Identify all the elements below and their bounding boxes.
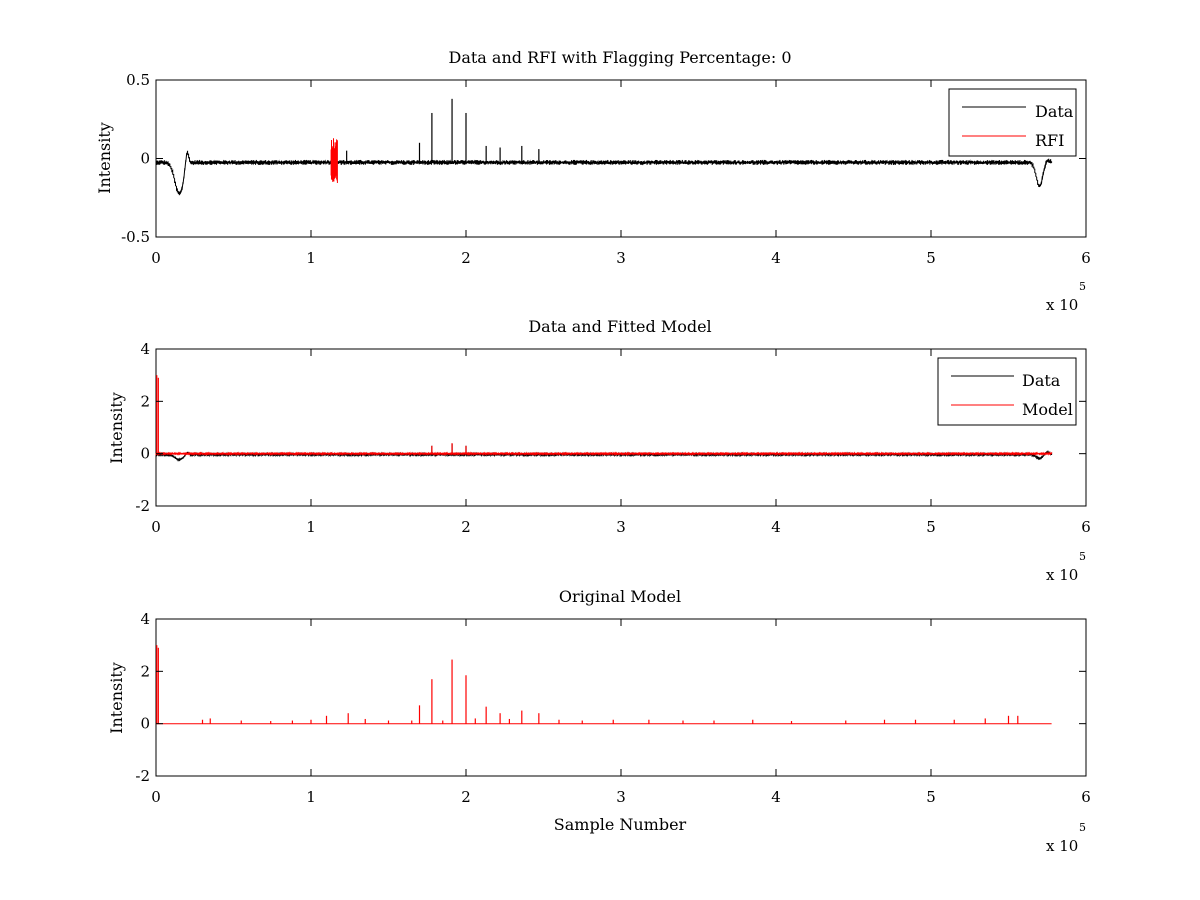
- x-tick-label: 3: [616, 788, 626, 806]
- x-tick-label: 4: [771, 249, 781, 267]
- y-axis-label: Intensity: [107, 392, 126, 464]
- x-tick-label: 3: [616, 249, 626, 267]
- x-tick-label: 0: [151, 249, 161, 267]
- x-exponent: 5: [1079, 821, 1086, 834]
- series-layer: [155, 98, 1053, 196]
- x-multiplier: x 10: [1046, 296, 1078, 314]
- x-tick-label: 6: [1081, 518, 1091, 536]
- panel-data-and-rfi: Data and RFI with Flagging Percentage: 0…: [95, 48, 1091, 314]
- y-tick-label: 0: [140, 715, 150, 733]
- y-tick-label: 2: [140, 662, 150, 680]
- x-tick-label: 6: [1081, 788, 1091, 806]
- legend-box: [948, 88, 1077, 157]
- y-tick-label: 0: [140, 150, 150, 168]
- legend: Data Model: [937, 357, 1077, 426]
- y-tick-label: 4: [140, 610, 150, 628]
- x-exponent: 5: [1079, 280, 1086, 293]
- ticks-layer: 0 1 2 3 4 5 60.50-0.5: [121, 71, 1091, 267]
- chart-title: Data and Fitted Model: [528, 317, 711, 336]
- y-axis-label: Intensity: [107, 662, 126, 734]
- legend-label-rfi: RFI: [1035, 131, 1064, 150]
- y-tick-label: -0.5: [121, 228, 150, 246]
- chart-title: Data and RFI with Flagging Percentage: 0: [448, 48, 791, 67]
- series-layer: [156, 645, 1052, 725]
- x-tick-label: 3: [616, 518, 626, 536]
- x-tick-label: 6: [1081, 249, 1091, 267]
- legend-label-data: Data: [1022, 371, 1061, 390]
- x-tick-label: 0: [151, 518, 161, 536]
- x-tick-label: 4: [771, 788, 781, 806]
- series-rfi-burst: [330, 138, 338, 183]
- series-model: [156, 645, 1052, 725]
- x-tick-label: 1: [306, 518, 316, 536]
- x-tick-label: 2: [461, 788, 471, 806]
- x-multiplier: x 10: [1046, 837, 1078, 855]
- x-exponent: 5: [1079, 550, 1086, 563]
- y-tick-label: 0: [140, 445, 150, 463]
- y-tick-label: -2: [135, 497, 150, 515]
- series-rfi: [330, 138, 338, 183]
- x-axis-label: Sample Number: [554, 815, 687, 834]
- x-tick-label: 5: [926, 518, 936, 536]
- y-axis-label: Intensity: [95, 122, 114, 194]
- y-tick-label: 2: [140, 392, 150, 410]
- x-tick-label: 2: [461, 518, 471, 536]
- x-tick-label: 5: [926, 788, 936, 806]
- chart-title: Original Model: [559, 587, 681, 606]
- series-model: [155, 375, 1053, 456]
- series-trace: [155, 451, 1053, 456]
- series-data: [155, 98, 1053, 196]
- y-tick-label: -2: [135, 767, 150, 785]
- x-multiplier: x 10: [1046, 566, 1078, 584]
- series-layer: [155, 375, 1053, 462]
- x-tick-label: 1: [306, 249, 316, 267]
- y-tick-label: 0.5: [126, 71, 150, 89]
- x-tick-label: 2: [461, 249, 471, 267]
- y-tick-label: 4: [140, 340, 150, 358]
- x-tick-label: 0: [151, 788, 161, 806]
- plot-area: [155, 618, 1087, 777]
- x-tick-label: 5: [926, 249, 936, 267]
- plot-area: [155, 79, 1087, 238]
- legend: Data RFI: [948, 88, 1077, 157]
- legend-box: [937, 357, 1077, 426]
- x-tick-label: 1: [306, 788, 316, 806]
- series-trace: [155, 150, 1053, 196]
- legend-label-data: Data: [1035, 102, 1074, 121]
- x-tick-label: 4: [771, 518, 781, 536]
- legend-label-model: Model: [1022, 400, 1073, 419]
